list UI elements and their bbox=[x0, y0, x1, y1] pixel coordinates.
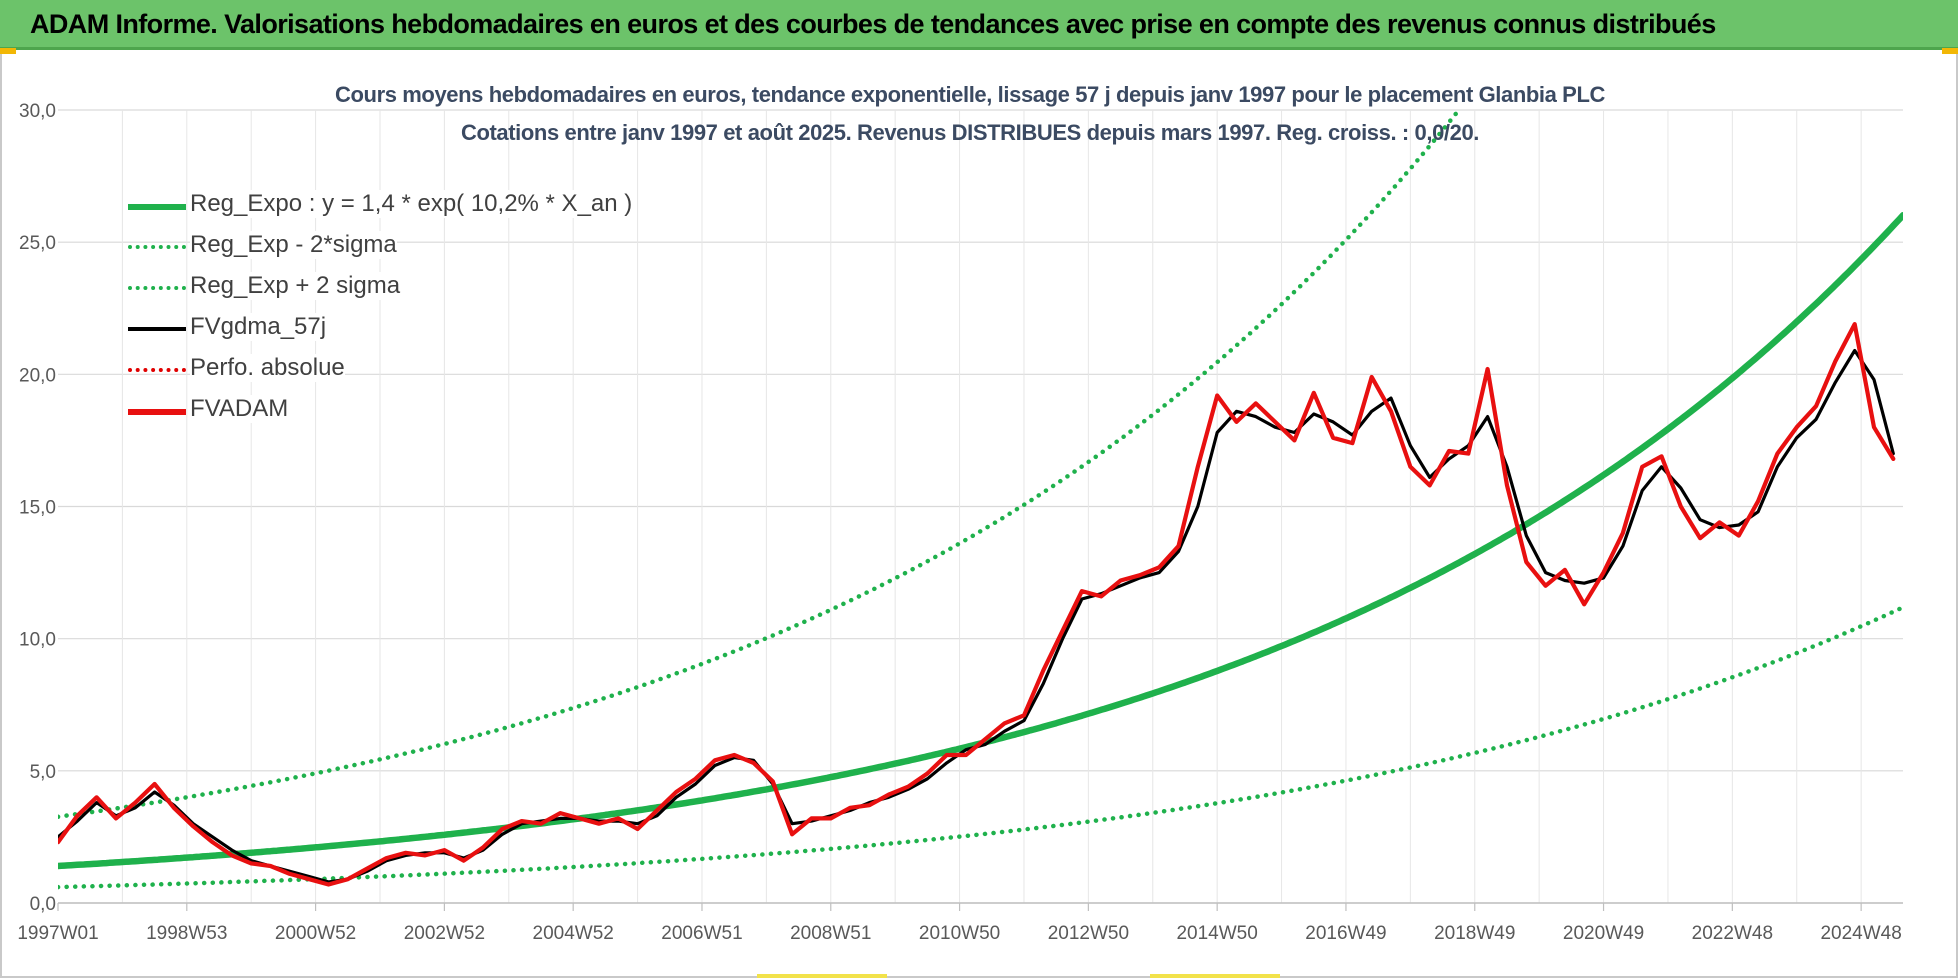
grid-lines bbox=[58, 109, 1903, 904]
legend-swatch bbox=[128, 368, 186, 372]
y-tick-label: 10,0 bbox=[19, 630, 56, 651]
axis-ticks: 0,0 5,0 10,0 15,0 20,0 25,0 30,0 1997W01 1998W53… bbox=[17, 101, 1901, 944]
x-tick-label: 2004W52 bbox=[533, 923, 614, 944]
legend-swatch bbox=[128, 245, 186, 249]
chart-subtitle: Cotations entre janv 1997 et août 2025. … bbox=[460, 120, 1480, 145]
y-tick-label: 0,0 bbox=[30, 894, 56, 915]
plot-area bbox=[58, 110, 1903, 890]
y-tick-label: 20,0 bbox=[19, 365, 56, 386]
x-tick-label: 2010W50 bbox=[919, 923, 1000, 944]
legend: Reg_Expo : y = 1,4 * exp( 10,2% * X_an )… bbox=[128, 190, 688, 436]
x-tick-label: 1998W53 bbox=[146, 923, 227, 944]
legend-label: FVADAM bbox=[190, 395, 289, 423]
legend-item: FVgdma_57j bbox=[128, 313, 688, 354]
x-tick-label: 2012W50 bbox=[1048, 923, 1129, 944]
x-tick-label: 2014W50 bbox=[1176, 923, 1257, 944]
x-tick-label: 2000W52 bbox=[275, 923, 356, 944]
series-line bbox=[58, 322, 1896, 887]
bottom-tab-marker bbox=[1150, 974, 1280, 978]
y-tick-label: 15,0 bbox=[19, 498, 56, 519]
legend-item: Reg_Expo : y = 1,4 * exp( 10,2% * X_an ) bbox=[128, 190, 688, 231]
x-tick-label: 2016W49 bbox=[1305, 923, 1386, 944]
series-line bbox=[58, 605, 1903, 890]
x-tick-label: 1997W01 bbox=[17, 923, 98, 944]
legend-item: FVADAM bbox=[128, 395, 688, 436]
banner-title: ADAM Informe. Valorisations hebdomadaire… bbox=[30, 9, 1716, 39]
legend-swatch bbox=[128, 409, 186, 415]
x-tick-label: 2006W51 bbox=[661, 923, 742, 944]
legend-label: FVgdma_57j bbox=[190, 313, 327, 341]
y-tick-label: 5,0 bbox=[30, 762, 56, 783]
legend-label: Reg_Exp + 2 sigma bbox=[190, 272, 401, 300]
x-tick-label: 2008W51 bbox=[790, 923, 871, 944]
chart-title: Cours moyens hebdomadaires en euros, ten… bbox=[300, 82, 1640, 108]
legend-swatch bbox=[128, 204, 186, 210]
legend-label: Reg_Expo : y = 1,4 * exp( 10,2% * X_an ) bbox=[190, 190, 633, 218]
corner-mark-left bbox=[0, 48, 16, 54]
y-tick-label: 30,0 bbox=[19, 101, 56, 122]
series-line bbox=[58, 110, 1462, 820]
y-tick-label: 25,0 bbox=[19, 233, 56, 254]
legend-item: Reg_Exp + 2 sigma bbox=[128, 272, 688, 313]
legend-item: Reg_Exp - 2*sigma bbox=[128, 231, 688, 272]
x-tick-label: 2002W52 bbox=[404, 923, 485, 944]
legend-item: Perfo. absolue bbox=[128, 354, 688, 395]
corner-mark-right bbox=[1942, 48, 1958, 54]
legend-swatch bbox=[128, 327, 186, 331]
top-banner: ADAM Informe. Valorisations hebdomadaire… bbox=[0, 0, 1958, 50]
x-tick-label: 2024W48 bbox=[1820, 923, 1901, 944]
x-tick-label: 2020W49 bbox=[1563, 923, 1644, 944]
legend-label: Perfo. absolue bbox=[190, 354, 345, 382]
bottom-tab-marker bbox=[757, 974, 887, 978]
legend-label: Reg_Exp - 2*sigma bbox=[190, 231, 397, 259]
legend-swatch bbox=[128, 286, 186, 290]
x-tick-label: 2022W48 bbox=[1692, 923, 1773, 944]
x-tick-label: 2018W49 bbox=[1434, 923, 1515, 944]
